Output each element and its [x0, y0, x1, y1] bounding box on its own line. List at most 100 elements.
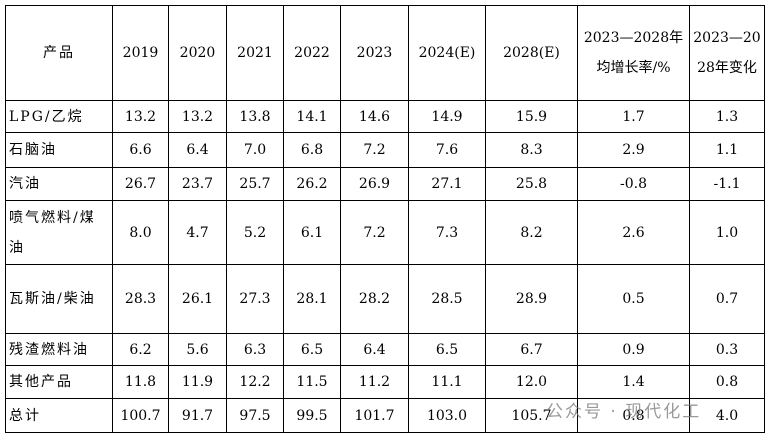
- cell: 15.9: [485, 100, 578, 133]
- table-row: 喷气燃料/煤油 8.0 4.7 5.2 6.1 7.2 7.3 8.2 2.6 1.0: [5, 200, 765, 265]
- cell: 28.3: [112, 264, 169, 334]
- table-row: 石脑油 6.6 6.4 7.0 6.8 7.2 7.6 8.3 2.9 1.1: [5, 132, 765, 168]
- cell: 2024(E): [408, 5, 486, 101]
- cell: 2019: [112, 5, 169, 101]
- row-label: 产品: [5, 5, 113, 101]
- row-label: 瓦斯油/柴油: [5, 264, 113, 334]
- cell: 2023—2028年均增长率/%: [577, 5, 690, 101]
- cell: 6.5: [283, 333, 341, 366]
- cell: 1.1: [689, 132, 765, 168]
- cell: 28.2: [340, 264, 409, 334]
- row-label: 总计: [5, 398, 113, 433]
- cell: 14.6: [340, 100, 409, 133]
- cell: 4.7: [168, 200, 227, 265]
- cell: 11.1: [408, 365, 486, 399]
- cell: 11.8: [112, 365, 169, 399]
- cell: 6.5: [408, 333, 486, 366]
- row-label: 石脑油: [5, 132, 113, 168]
- cell: 2028(E): [485, 5, 578, 101]
- cell: 13.8: [226, 100, 284, 133]
- cell: 23.7: [168, 167, 227, 201]
- cell: 27.1: [408, 167, 486, 201]
- cell: 2023: [340, 5, 409, 101]
- data-table: 产品 2019 2020 2021 2022 2023 2024(E) 2028(E) 2023…: [5, 5, 765, 433]
- cell: 11.9: [168, 365, 227, 399]
- cell: 12.2: [226, 365, 284, 399]
- cell: 6.4: [340, 333, 409, 366]
- cell: 0.5: [577, 264, 690, 334]
- cell: 6.3: [226, 333, 284, 366]
- table-row: LPG/乙烷 13.2 13.2 13.8 14.1 14.6 14.9 15.9 1.7 1.3: [5, 100, 765, 133]
- row-label: 其他产品: [5, 365, 113, 399]
- cell: 7.2: [340, 200, 409, 265]
- cell: 8.3: [485, 132, 578, 168]
- cell: 13.2: [168, 100, 227, 133]
- cell: 2.6: [577, 200, 690, 265]
- cell: 99.5: [283, 398, 341, 433]
- cell: 6.4: [168, 132, 227, 168]
- cell: 26.1: [168, 264, 227, 334]
- cell: 6.7: [485, 333, 578, 366]
- cell: 0.9: [577, 333, 690, 366]
- table-body: 产品 2019 2020 2021 2022 2023 2024(E) 2028(E) 2023…: [5, 5, 765, 433]
- cell: 11.2: [340, 365, 409, 399]
- cell: 6.1: [283, 200, 341, 265]
- cell: 8.0: [112, 200, 169, 265]
- row-label: 汽油: [5, 167, 113, 201]
- cell: 25.8: [485, 167, 578, 201]
- cell: 14.1: [283, 100, 341, 133]
- cell: 2.9: [577, 132, 690, 168]
- cell: 103.0: [408, 398, 486, 433]
- cell: 27.3: [226, 264, 284, 334]
- cell: 28.9: [485, 264, 578, 334]
- cell: 1.4: [577, 365, 690, 399]
- cell: 100.7: [112, 398, 169, 433]
- header-row: 产品 2019 2020 2021 2022 2023 2024(E) 2028(E) 2023…: [5, 5, 765, 101]
- cell: 13.2: [112, 100, 169, 133]
- cell: 11.5: [283, 365, 341, 399]
- cell: 6.6: [112, 132, 169, 168]
- cell: 1.0: [689, 200, 765, 265]
- cell: 12.0: [485, 365, 578, 399]
- cell: 28.5: [408, 264, 486, 334]
- cell: 2020: [168, 5, 227, 101]
- cell: 26.9: [340, 167, 409, 201]
- cell: 2022: [283, 5, 341, 101]
- table-row: 总计 100.7 91.7 97.5 99.5 101.7 103.0 105.7 0.8 4.0: [5, 398, 765, 433]
- cell: 7.2: [340, 132, 409, 168]
- cell: 7.0: [226, 132, 284, 168]
- cell: 101.7: [340, 398, 409, 433]
- cell: 2023—2028年变化: [689, 5, 765, 101]
- cell: 0.8: [689, 365, 765, 399]
- cell: 5.6: [168, 333, 227, 366]
- row-label: 喷气燃料/煤油: [5, 200, 113, 265]
- cell: 1.7: [577, 100, 690, 133]
- cell: 4.0: [689, 398, 765, 433]
- row-label: 残渣燃料油: [5, 333, 113, 366]
- cell: 97.5: [226, 398, 284, 433]
- cell: 26.7: [112, 167, 169, 201]
- cell: 0.8: [577, 398, 690, 433]
- cell: 105.7: [485, 398, 578, 433]
- cell: -1.1: [689, 167, 765, 201]
- cell: 6.8: [283, 132, 341, 168]
- cell: 14.9: [408, 100, 486, 133]
- table-row: 瓦斯油/柴油 28.3 26.1 27.3 28.1 28.2 28.5 28.9 0.5 0.7: [5, 264, 765, 334]
- cell: 0.3: [689, 333, 765, 366]
- cell: 2021: [226, 5, 284, 101]
- cell: -0.8: [577, 167, 690, 201]
- cell: 28.1: [283, 264, 341, 334]
- cell: 25.7: [226, 167, 284, 201]
- cell: 7.3: [408, 200, 486, 265]
- cell: 6.2: [112, 333, 169, 366]
- cell: 7.6: [408, 132, 486, 168]
- cell: 5.2: [226, 200, 284, 265]
- row-label: LPG/乙烷: [5, 100, 113, 133]
- watermark: 公众号 · 现代化工: [546, 402, 702, 422]
- table-row: 残渣燃料油 6.2 5.6 6.3 6.5 6.4 6.5 6.7 0.9 0.3: [5, 333, 765, 366]
- cell: 91.7: [168, 398, 227, 433]
- cell: 8.2: [485, 200, 578, 265]
- cell: 1.3: [689, 100, 765, 133]
- cell: 0.7: [689, 264, 765, 334]
